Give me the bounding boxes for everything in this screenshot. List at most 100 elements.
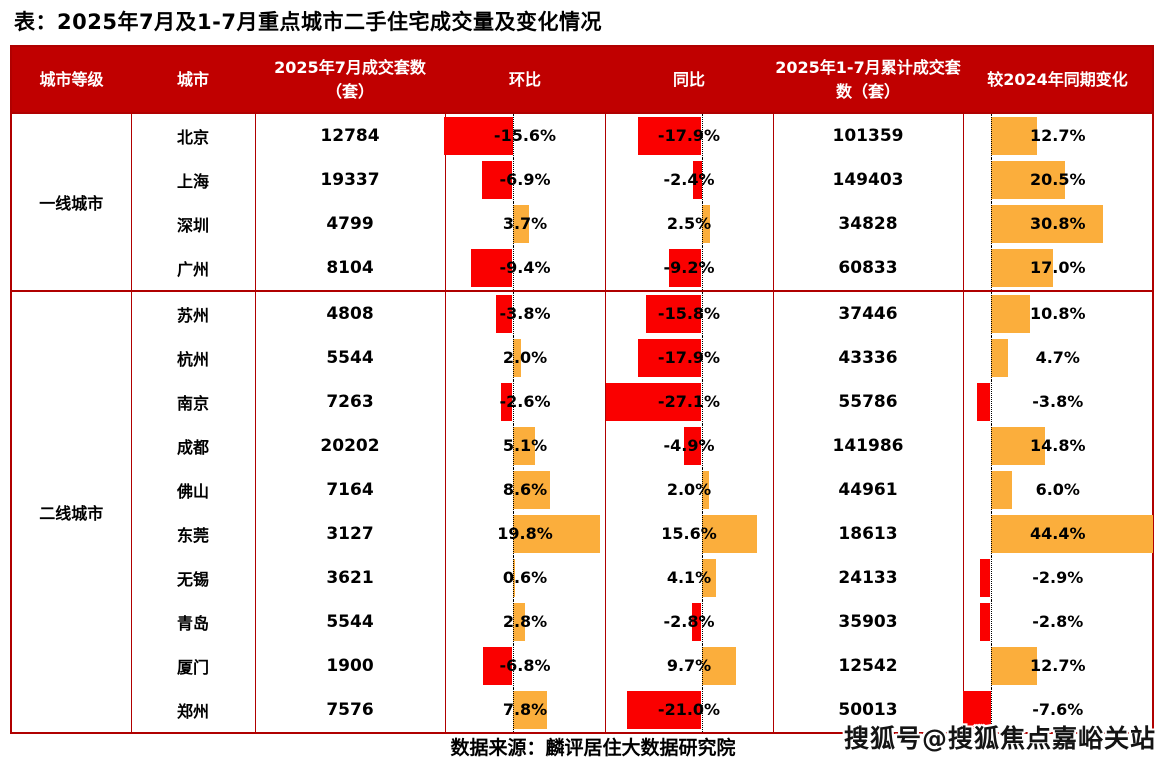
data-table: 城市等级 城市 2025年7月成交套数（套） 环比 同比 2025年1-7月累计… — [10, 45, 1154, 734]
bar-value-label: 2.0% — [502, 348, 548, 367]
data-bar — [701, 559, 716, 597]
data-bar — [512, 691, 547, 729]
data-bar — [693, 161, 702, 199]
cum_yoy-bar-cell: 12.7% — [962, 113, 1154, 158]
mom-bar-cell: 5.1% — [444, 424, 606, 468]
cum-count-cell: 37446 — [772, 290, 964, 336]
cum-count-cell: 43336 — [772, 336, 964, 380]
bar-value-label: 14.8% — [1029, 436, 1086, 455]
table-row: 无锡 3621 0.6% 4.1% 24133 -2.9% — [11, 556, 1154, 600]
bar-value-label: -9.2% — [663, 258, 715, 277]
baseline-dotted — [990, 158, 992, 202]
table-row: 上海 19337 -6.9% -2.4% 149403 20.5% — [11, 158, 1154, 202]
baseline-dotted — [512, 246, 514, 290]
mom-bar-cell: 2.8% — [444, 600, 606, 644]
mom-bar-cell: 3.7% — [444, 202, 606, 246]
yoy-bar-cell: -4.9% — [604, 424, 774, 468]
bar-value-label: -3.8% — [1032, 392, 1084, 411]
city-cell: 深圳 — [130, 202, 256, 246]
data-bar — [979, 559, 991, 597]
cum_yoy-bar-cell: 12.7% — [962, 644, 1154, 688]
watermark: 搜狐号@搜狐焦点嘉峪关站 — [843, 724, 1156, 753]
cum-count-cell: 50013 — [772, 688, 964, 733]
data-bar — [512, 205, 529, 243]
bar-value-label: -2.4% — [663, 170, 715, 189]
baseline-dotted — [512, 688, 514, 732]
baseline-dotted — [701, 114, 703, 158]
data-bar — [512, 603, 525, 641]
bar-value-label: 2.8% — [502, 612, 548, 631]
mom-bar-cell: -9.4% — [444, 246, 606, 291]
baseline-dotted — [990, 512, 992, 556]
table-row: 二线城市 苏州 4808 -3.8% -15.8% 37446 10.8% — [10, 290, 1154, 733]
data-bar — [495, 295, 513, 333]
cum-count-cell: 18613 — [772, 512, 964, 556]
baseline-dotted — [512, 292, 514, 336]
city-cell: 苏州 — [130, 290, 256, 336]
baseline-dotted — [990, 246, 992, 290]
data-bar — [512, 471, 551, 509]
city-cell: 广州 — [130, 246, 256, 291]
data-bar — [990, 205, 1103, 243]
data-bar — [512, 515, 600, 553]
bar-value-label: -3.8% — [499, 304, 551, 323]
data-bar — [512, 427, 535, 465]
bar-value-label: -2.6% — [499, 392, 551, 411]
baseline-dotted — [990, 292, 992, 336]
baseline-dotted — [990, 600, 992, 644]
cum_yoy-bar-cell: 44.4% — [962, 512, 1154, 556]
data-bar — [990, 471, 1013, 509]
yoy-bar-cell: -27.1% — [604, 380, 774, 424]
yoy-bar-cell: 2.5% — [604, 202, 774, 246]
cum-count-cell: 60833 — [772, 246, 964, 291]
bar-value-label: -9.4% — [499, 258, 551, 277]
data-bar — [501, 383, 513, 421]
bar-value-label: -15.6% — [493, 126, 557, 145]
jul-count-cell: 19337 — [254, 158, 446, 202]
data-bar — [638, 339, 702, 377]
baseline-dotted — [990, 336, 992, 380]
table-row: 南京 7263 -2.6% -27.1% 55786 -3.8% — [11, 380, 1154, 424]
cum-count-cell: 55786 — [772, 380, 964, 424]
bar-value-label: 5.1% — [502, 436, 548, 455]
baseline-dotted — [512, 336, 514, 380]
data-bar — [990, 647, 1037, 685]
baseline-dotted — [701, 556, 703, 600]
table-row: 厦门 1900 -6.8% 9.7% 12542 12.7% — [11, 644, 1154, 688]
bar-value-label: 6.0% — [1035, 480, 1080, 499]
city-cell: 厦门 — [130, 644, 256, 688]
bar-value-label: 15.6% — [661, 524, 717, 543]
yoy-bar-cell: -15.8% — [604, 290, 774, 336]
mom-bar-cell: 8.6% — [444, 468, 606, 512]
col-header-cum-change: 较2024年同期变化 — [963, 46, 1153, 114]
bar-value-label: 4.7% — [1035, 348, 1080, 367]
jul-count-cell: 5544 — [254, 336, 446, 380]
baseline-dotted — [990, 468, 992, 512]
baseline-dotted — [701, 644, 703, 688]
baseline-dotted — [990, 688, 992, 732]
bar-value-label: -2.8% — [663, 612, 715, 631]
tier-cell: 一线城市 — [10, 113, 132, 291]
bar-value-label: -27.1% — [657, 392, 721, 411]
yoy-bar-cell: 2.0% — [604, 468, 774, 512]
data-bar — [638, 117, 702, 155]
cum-count-cell: 44961 — [772, 468, 964, 512]
bar-value-label: -2.9% — [1032, 568, 1084, 587]
city-cell: 上海 — [130, 158, 256, 202]
bar-value-label: 0.6% — [502, 568, 548, 587]
table-row: 佛山 7164 8.6% 2.0% 44961 6.0% — [11, 468, 1154, 512]
data-bar — [645, 295, 702, 333]
baseline-dotted — [512, 158, 514, 202]
data-bar — [990, 339, 1008, 377]
col-header-mom: 环比 — [445, 46, 605, 114]
yoy-bar-cell: -2.4% — [604, 158, 774, 202]
col-header-city: 城市 — [131, 46, 255, 114]
table-row: 一线城市 北京 12784 -15.6% -17.9% 101359 12.7% — [10, 113, 1154, 291]
data-bar — [701, 647, 736, 685]
bar-value-label: 9.7% — [666, 656, 712, 675]
bar-value-label: 3.7% — [502, 214, 548, 233]
baseline-dotted — [512, 512, 514, 556]
yoy-bar-cell: -17.9% — [604, 336, 774, 380]
table-row: 青岛 5544 2.8% -2.8% 35903 -2.8% — [11, 600, 1154, 644]
